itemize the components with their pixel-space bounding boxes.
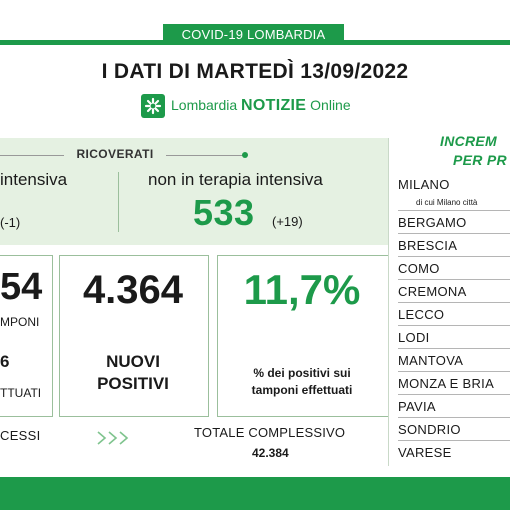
percentuale-box — [217, 255, 389, 417]
ricoverati-label-bg — [64, 146, 166, 164]
page-title: I DATI DI MARTEDÌ 13/09/2022 — [101, 60, 409, 83]
tamponi-label: MPONI — [0, 315, 40, 329]
nuovi-positivi-box — [59, 255, 209, 417]
logo-prefix: Lombardia — [171, 97, 238, 113]
chevron-right-icon — [96, 430, 134, 451]
province-rule — [398, 394, 510, 395]
logo-suffix: Online — [310, 97, 351, 113]
nuovi-positivi-label-line1: NUOVI — [106, 352, 160, 371]
logo-brand: NOTIZIE — [241, 97, 307, 114]
logo-text: Lombardia NOTIZIE Online — [171, 97, 351, 115]
non-terapia-intensiva-value: 533 — [193, 192, 255, 233]
province-rule — [398, 371, 510, 372]
tamponi-value: 54 — [0, 266, 43, 308]
logo: Lombardia NOTIZIE Online — [141, 92, 351, 120]
lombardia-flower-icon — [141, 94, 165, 118]
totale-complessivo-value: 42.384 — [252, 446, 289, 460]
percentuale-label-line2: tamponi effettuati — [251, 383, 353, 397]
province-item-brescia: BRESCIA — [398, 238, 458, 253]
province-rule — [398, 417, 510, 418]
province-rule — [398, 279, 510, 280]
tamponi-box — [0, 255, 53, 417]
percentuale-value: 11,7% — [243, 266, 361, 313]
province-header-line1: INCREM — [440, 133, 498, 149]
terapia-intensiva-label: intensiva — [0, 170, 68, 189]
tamponi-effettuati-label: TTUATI — [0, 386, 42, 400]
province-item-cremona: CREMONA — [398, 284, 467, 299]
province-rule — [398, 302, 510, 303]
province-item-como: COMO — [398, 261, 440, 276]
decessi-label: CESSI — [0, 428, 41, 443]
milano-citta-label: di cui Milano città — [416, 198, 478, 207]
province-rule — [398, 256, 510, 257]
ricoverati-dot — [242, 152, 248, 158]
province-item-lecco: LECCO — [398, 307, 445, 322]
province-item-sondrio: SONDRIO — [398, 422, 461, 437]
non-terapia-intensiva-label: non in terapia intensiva — [148, 170, 323, 189]
province-rule — [398, 210, 510, 211]
province-item-monza-brianza: MONZA E BRIA — [398, 376, 495, 391]
terapia-intensiva-change: (-1) — [0, 215, 21, 230]
province-item-milano: MILANO — [398, 177, 450, 192]
province-item-mantova: MANTOVA — [398, 353, 464, 368]
province-item-varese: VARESE — [398, 445, 452, 460]
province-item-bergamo: BERGAMO — [398, 215, 467, 230]
province-rule — [398, 233, 510, 234]
province-rule — [398, 325, 510, 326]
province-item-lodi: LODI — [398, 330, 430, 345]
nuovi-positivi-label-line2: POSITIVI — [97, 374, 169, 393]
bottom-bar — [0, 477, 510, 510]
tamponi-effettuati-value: 6 — [0, 352, 10, 371]
province-divider — [388, 138, 389, 466]
percentuale-label-line1: % dei positivi sui — [253, 366, 351, 380]
ricoverati-label: RICOVERATI — [76, 147, 154, 161]
ricoverati-divider — [118, 172, 119, 232]
nuovi-positivi-value: 4.364 — [82, 268, 184, 312]
province-item-pavia: PAVIA — [398, 399, 436, 414]
header-tab: COVID-19 LOMBARDIA — [163, 24, 344, 45]
province-header-line2: PER PR — [453, 152, 507, 168]
province-rule — [398, 440, 510, 441]
non-terapia-intensiva-change: (+19) — [272, 214, 303, 229]
province-rule — [398, 348, 510, 349]
totale-complessivo-label: TOTALE COMPLESSIVO — [194, 425, 346, 440]
